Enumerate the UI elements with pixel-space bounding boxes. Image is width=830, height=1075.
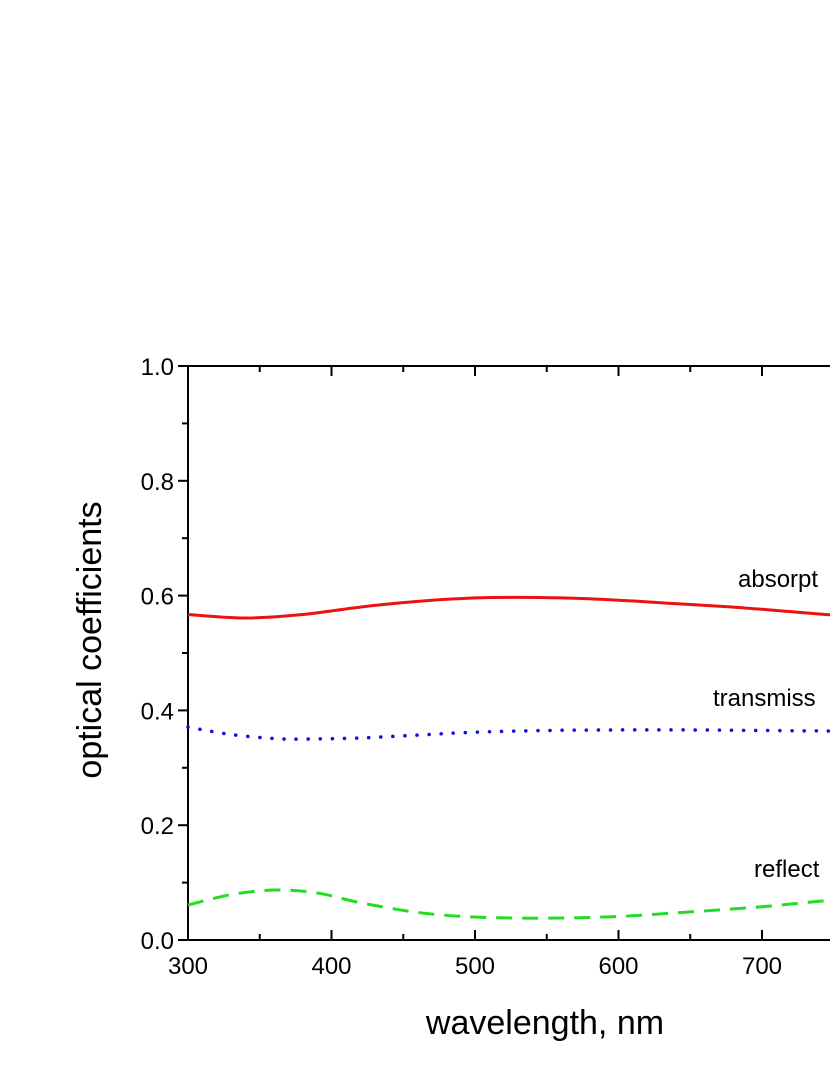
y-tick-label: 0.0	[141, 928, 174, 955]
series-layer	[186, 595, 830, 920]
y-tick-label: 0.2	[141, 813, 174, 840]
x-tick-label: 600	[598, 953, 638, 980]
x-axis-title: wavelength, nm	[425, 1004, 664, 1042]
x-ticks: 300 400 500 600 700	[168, 366, 782, 980]
y-tick-label: 1.0	[141, 354, 174, 381]
y-axis-title: optical coefficients	[71, 501, 109, 778]
x-tick-label: 500	[455, 953, 495, 980]
y-tick-label: 0.6	[141, 584, 174, 611]
series-line-reflection	[187, 888, 830, 920]
series-line-absorption	[187, 595, 830, 620]
y-tick-label: 0.4	[141, 698, 174, 725]
y-tick-label: 0.8	[141, 469, 174, 496]
plot-frame	[187, 365, 830, 941]
series-line-transmission	[186, 725, 830, 741]
x-tick-label: 400	[311, 953, 351, 980]
x-tick-label: 700	[742, 953, 782, 980]
annotation-reflection: reflect	[754, 856, 820, 883]
series-annotations: absorpt transmiss reflect	[713, 566, 820, 883]
y-ticks: 0.0 0.2 0.4 0.6 0.8 1.0	[141, 354, 188, 955]
x-tick-label: 300	[168, 953, 208, 980]
annotation-absorption: absorpt	[738, 566, 818, 593]
annotation-transmission: transmiss	[713, 685, 816, 712]
